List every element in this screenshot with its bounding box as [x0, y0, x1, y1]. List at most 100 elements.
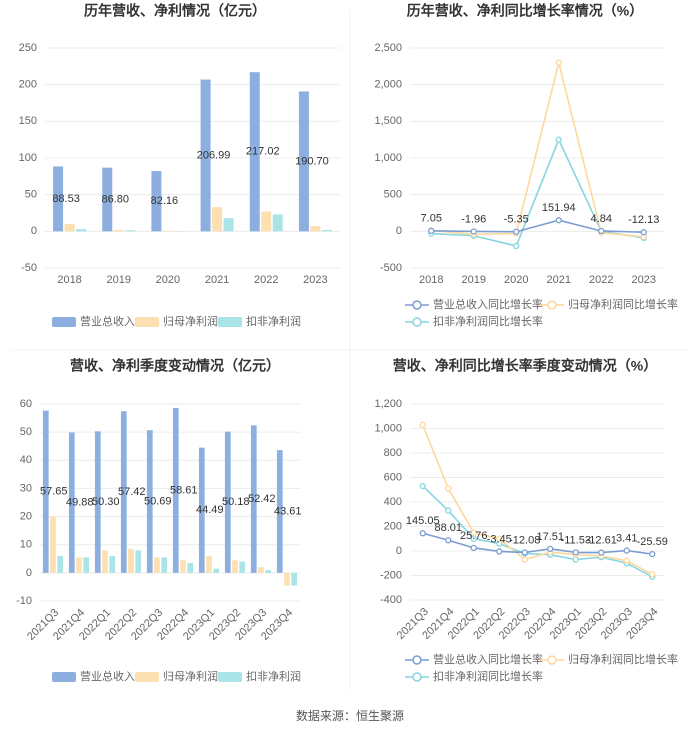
y-tick-label: 0	[396, 225, 402, 237]
y-tick-label: 0	[26, 567, 32, 579]
bar	[102, 167, 113, 232]
data-label: 50.18	[222, 496, 250, 508]
bar	[258, 567, 264, 573]
point	[470, 544, 477, 551]
legend-label: 营业总收入	[80, 314, 135, 328]
legend-swatch	[412, 655, 422, 665]
x-tick-label: 2021	[547, 274, 571, 286]
bar	[239, 561, 246, 573]
x-tick-label: 2018	[419, 274, 443, 286]
bar	[53, 166, 64, 232]
data-label: 206.99	[197, 149, 231, 161]
data-label: -3.45	[487, 533, 512, 545]
point	[521, 549, 528, 556]
chart-title: 营收、净利季度变动情况（亿元）	[70, 358, 280, 374]
x-tick-label: 2023	[632, 274, 656, 286]
bar	[64, 224, 75, 232]
bar	[125, 230, 136, 232]
legend-label: 归母净利润	[163, 669, 218, 683]
bar	[162, 230, 173, 232]
bar	[42, 410, 49, 573]
line	[422, 424, 653, 575]
data-label: -12.08	[509, 534, 540, 546]
bar	[206, 555, 212, 573]
data-label: 151.94	[542, 202, 576, 214]
bar	[109, 555, 116, 573]
point	[572, 556, 579, 563]
y-tick-label: 40	[20, 454, 32, 466]
point	[649, 571, 656, 578]
legend-swatch	[52, 317, 76, 327]
legend-swatch	[135, 317, 159, 327]
data-label: -25.59	[637, 536, 668, 548]
bar	[261, 211, 272, 232]
y-tick-label: 400	[384, 496, 402, 508]
y-tick-label: 250	[19, 42, 37, 54]
x-tick-label: 2021	[205, 274, 229, 286]
bar	[212, 207, 223, 232]
y-tick-label: 2,000	[374, 79, 402, 91]
data-label: 145.05	[406, 515, 440, 527]
bar	[310, 226, 321, 232]
bar	[298, 91, 309, 232]
x-tick-label: 2020	[156, 274, 180, 286]
source-note: 数据来源：恒生聚源	[296, 708, 404, 723]
bar	[291, 572, 298, 586]
bar	[249, 72, 260, 232]
point	[470, 228, 477, 235]
bar	[151, 171, 162, 232]
legend-label: 营业总收入同比增长率	[433, 297, 543, 311]
data-label: 4.84	[591, 213, 612, 225]
legend-swatch	[218, 672, 242, 682]
legend-label: 归母净利润	[163, 314, 218, 328]
data-label: 50.69	[144, 495, 172, 507]
data-label: 88.01	[434, 522, 462, 534]
data-label: 7.05	[421, 213, 442, 225]
bar	[57, 555, 64, 573]
point	[419, 530, 426, 537]
bar	[223, 218, 234, 232]
bar	[128, 548, 134, 573]
point	[513, 242, 520, 250]
bar	[50, 516, 56, 573]
bar	[102, 550, 108, 573]
chart-title: 历年营收、净利同比增长率情况（%）	[407, 3, 643, 19]
legend-swatch	[547, 300, 557, 310]
y-tick-label: 500	[384, 189, 402, 201]
bar	[94, 431, 101, 573]
legend-label: 扣非净利润同比增长率	[433, 669, 543, 683]
x-tick-label: 2018	[57, 274, 81, 286]
legend-swatch	[52, 672, 76, 682]
chart-title: 历年营收、净利情况（亿元）	[84, 3, 266, 19]
point	[572, 549, 579, 556]
y-tick-label: 1,500	[374, 115, 402, 127]
y-tick-label: 200	[19, 79, 37, 91]
legend-label: 营业总收入同比增长率	[433, 652, 543, 666]
legend-swatch	[412, 672, 422, 682]
point	[428, 227, 435, 234]
bar	[265, 570, 272, 573]
line	[431, 219, 644, 234]
x-tick-label: 2020	[504, 274, 528, 286]
point	[470, 529, 477, 536]
y-tick-label: -50	[21, 262, 37, 274]
data-label: 82.16	[151, 195, 179, 207]
data-label: -11.53	[561, 534, 591, 546]
bar	[187, 563, 194, 573]
data-label: 57.65	[40, 486, 68, 498]
data-label: 88.53	[52, 193, 80, 205]
bar	[135, 550, 142, 573]
line	[422, 485, 653, 578]
data-label: 190.70	[295, 155, 329, 167]
data-label: 50.30	[92, 496, 120, 508]
bar	[250, 425, 257, 573]
y-tick-label: 1,000	[374, 422, 402, 434]
data-label: 43.61	[274, 505, 302, 517]
bar	[154, 557, 160, 573]
x-tick-label: 2022	[254, 274, 278, 286]
bar	[172, 407, 179, 573]
point	[547, 545, 554, 553]
chart-title: 营收、净利同比增长率季度变动情况（%）	[393, 358, 657, 374]
point	[445, 507, 452, 514]
